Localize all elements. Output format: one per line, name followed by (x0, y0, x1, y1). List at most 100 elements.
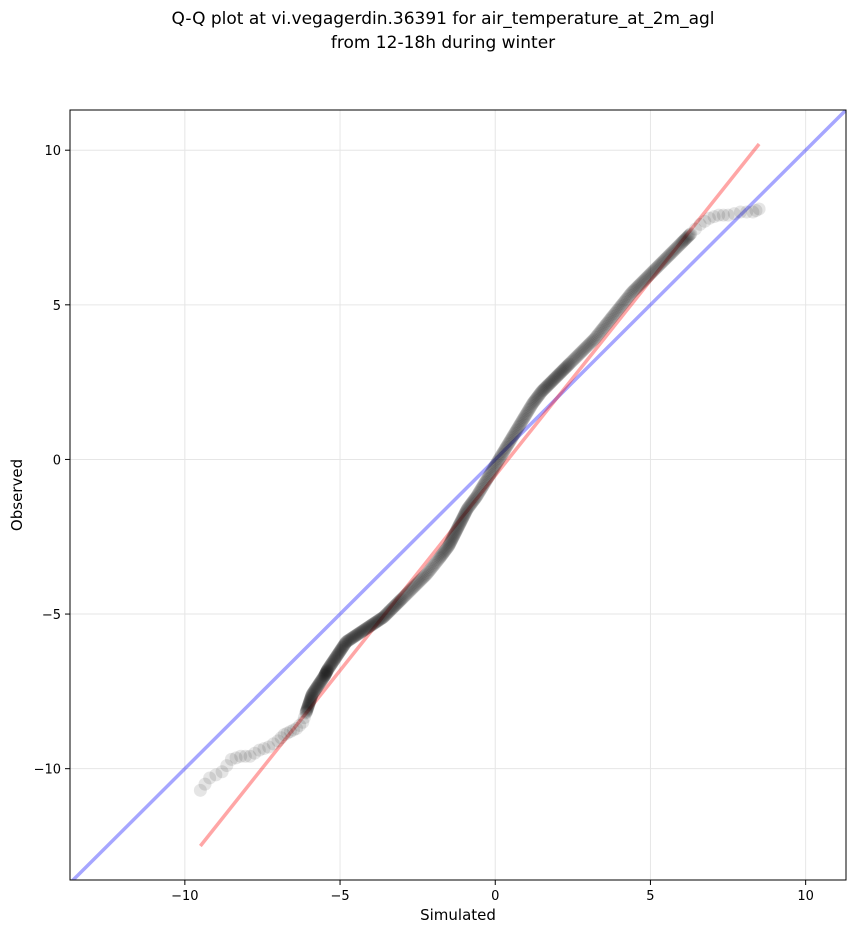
quantile-point (498, 443, 512, 457)
quantile-point (607, 308, 621, 322)
quantile-point (538, 381, 552, 395)
quantile-point (513, 418, 527, 432)
quantile-point (335, 642, 349, 656)
quantile-point (296, 715, 310, 729)
quantile-point (301, 699, 315, 713)
quantile-point (496, 446, 510, 460)
quantile-point (716, 208, 730, 222)
quantile-point (328, 652, 342, 666)
quantile-point (493, 450, 507, 464)
quantile-point (534, 386, 548, 400)
quantile-point (442, 538, 456, 552)
quantile-point (303, 693, 317, 707)
quantile-point (590, 329, 604, 343)
quantile-point (492, 453, 506, 467)
quantile-point (391, 596, 405, 610)
quantile-point (502, 436, 516, 450)
quantile-point (499, 440, 513, 454)
quantile-point (508, 426, 522, 440)
quantile-point (656, 254, 670, 268)
quantile-point (332, 646, 346, 660)
quantile-point (338, 637, 352, 651)
quantile-point (307, 684, 321, 698)
quantile-point (560, 359, 574, 373)
quantile-point (591, 328, 605, 342)
quantile-point (314, 674, 328, 688)
quantile-point (390, 597, 404, 611)
quantile-point (480, 473, 494, 487)
quantile-point (319, 666, 333, 680)
quantile-point (476, 480, 490, 494)
quantile-point (424, 561, 438, 575)
quantile-point (301, 700, 315, 714)
quantile-point (459, 504, 473, 518)
quantile-point (624, 287, 638, 301)
quantile-point (536, 384, 550, 398)
quantile-point (489, 457, 503, 471)
quantile-point (429, 556, 443, 570)
quantile-point (457, 508, 471, 522)
quantile-point (637, 273, 651, 287)
quantile-point (679, 232, 693, 246)
quantile-point (277, 728, 291, 742)
quantile-point (563, 357, 577, 371)
quantile-point (506, 429, 520, 443)
quantile-point (304, 690, 318, 704)
quantile-point (461, 501, 475, 515)
quantile-point (654, 256, 668, 270)
quantile-point (636, 274, 650, 288)
fit-line (198, 142, 761, 848)
quantile-point (541, 379, 555, 393)
quantile-point (325, 656, 339, 670)
x-tick-label: 10 (797, 889, 814, 904)
quantile-point (512, 419, 526, 433)
quantile-point (522, 402, 536, 416)
quantile-point (433, 550, 447, 564)
chart-title: Q-Q plot at vi.vegagerdin.36391 for air_… (171, 9, 714, 29)
quantile-point (437, 546, 451, 560)
identity-line (70, 110, 846, 880)
quantile-point (525, 398, 539, 412)
quantile-point (406, 580, 420, 594)
quantile-point (343, 632, 357, 646)
quantile-point (672, 238, 686, 252)
quantile-point (306, 687, 320, 701)
quantile-point (553, 366, 567, 380)
y-tick-label: −10 (34, 763, 61, 778)
quantile-point (549, 370, 563, 384)
quantile-point (274, 731, 288, 745)
quantile-point (360, 621, 374, 635)
quantile-point (598, 319, 612, 333)
quantile-point (476, 478, 490, 492)
quantile-point (252, 743, 266, 757)
quantile-point (589, 330, 603, 344)
quantile-point (323, 659, 337, 673)
quantile-point (555, 364, 569, 378)
quantile-point (378, 608, 392, 622)
quantile-point (471, 487, 485, 501)
quantile-point (325, 657, 339, 671)
quantile-point (453, 517, 467, 531)
quantile-point (417, 570, 431, 584)
quantile-point (266, 737, 280, 751)
quantile-point (680, 230, 694, 244)
quantile-point (310, 681, 324, 695)
quantile-point (584, 335, 598, 349)
quantile-point (248, 746, 262, 760)
quantile-point (443, 537, 457, 551)
quantile-point (514, 416, 528, 430)
quantile-point (487, 460, 501, 474)
quantile-point (358, 623, 372, 637)
quantile-point (608, 307, 622, 321)
quantile-point (346, 630, 360, 644)
quantile-point (481, 471, 495, 485)
quantile-point (644, 266, 658, 280)
quantile-point (684, 227, 698, 241)
quantile-point (537, 382, 551, 396)
quantile-point (447, 528, 461, 542)
quantile-point (300, 703, 314, 717)
quantile-point (634, 276, 648, 290)
quantile-point (670, 240, 684, 254)
quantile-point (466, 494, 480, 508)
quantile-point (220, 759, 234, 773)
